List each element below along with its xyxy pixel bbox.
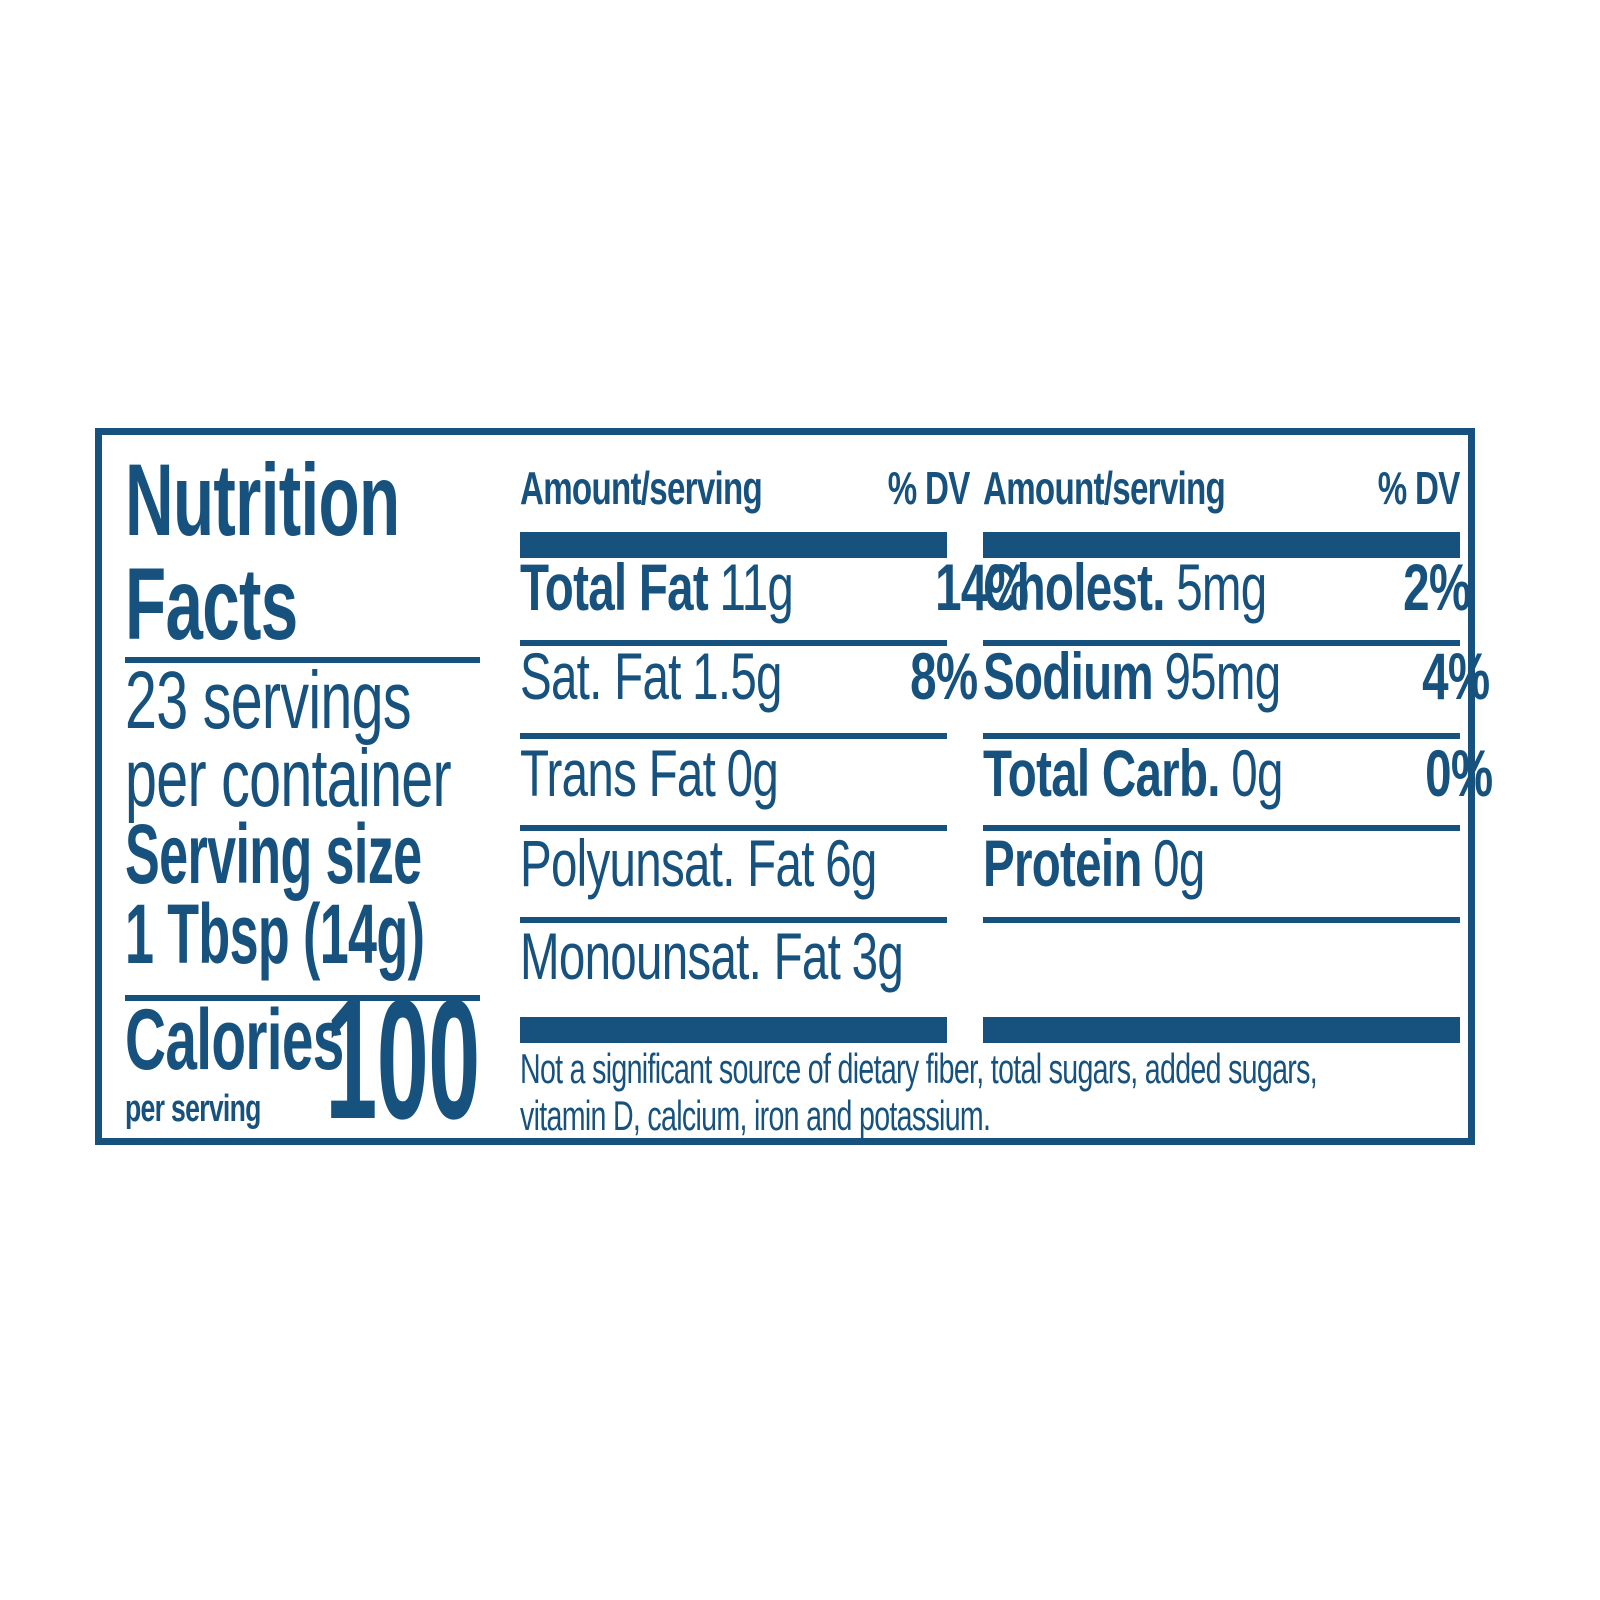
nutrient-column-fats: Amount/serving % DV Total Fat 11g 14% Sat… (520, 435, 1029, 1138)
nutrient-row-total-fat: Total Fat 11g 14% (520, 550, 1029, 624)
nutrient-value: 0g (1153, 826, 1205, 900)
label-title-line2: Facts (125, 547, 298, 661)
calories-value: 100 (325, 965, 481, 1155)
calories-label: Calories (125, 992, 344, 1088)
nutrition-facts-label: Nutrition Facts 23 servings per containe… (95, 428, 1493, 1155)
header-bar (983, 532, 1460, 558)
column-header: Amount/serving % DV (520, 462, 970, 514)
nutrient-row-cholesterol: Cholest. 5mg 2% (983, 550, 1471, 624)
nutrient-name: Cholest. (983, 550, 1165, 624)
footer-bar (520, 1017, 947, 1043)
row-rule (983, 640, 1460, 646)
nutrient-dv: 4% (1422, 639, 1490, 713)
footer-bar (983, 1017, 1460, 1043)
servings-line2: per container (125, 733, 452, 824)
nutrient-name: Total Fat (520, 550, 709, 624)
serving-size: Serving size 1 Tbsp (14g) (125, 807, 480, 981)
nutrient-row-trans-fat: Trans Fat 0g (520, 736, 947, 810)
nutrient-name: Polyunsat. Fat (520, 826, 814, 900)
column-header-dv: % DV (887, 462, 971, 514)
nutrient-value: 5mg (1176, 550, 1267, 624)
calories-divider-rule (125, 995, 480, 1001)
nutrient-dv: 2% (1402, 550, 1471, 624)
nutrient-value: 1.5g (692, 639, 782, 713)
row-rule (520, 640, 947, 646)
nutrient-row-sat-fat: Sat. Fat 1.5g 8% (520, 639, 978, 713)
row-rule (983, 917, 1460, 923)
column-header-amount: Amount/serving (983, 462, 1226, 514)
title-divider-rule (125, 657, 480, 663)
nutrient-row-sodium: Sodium 95mg 4% (983, 639, 1490, 713)
servings-per-container: 23 servings per container (125, 655, 480, 824)
footnote-line1: Not a significant source of dietary fibe… (520, 1045, 1318, 1092)
row-rule (520, 917, 947, 923)
nutrient-row-total-carb: Total Carb. 0g 0% (983, 736, 1493, 810)
nutrient-value: 6g (825, 826, 877, 900)
column-header: Amount/serving % DV (983, 462, 1461, 514)
nutrient-column-other: Amount/serving % DV Cholest. 5mg 2% Sodiu… (983, 435, 1493, 1138)
footnote: Not a significant source of dietary fibe… (520, 1045, 1464, 1139)
servings-line1: 23 servings (125, 655, 412, 746)
serving-size-label: Serving size (125, 807, 422, 901)
footnote-line2: vitamin D, calcium, iron and potassium. (520, 1092, 991, 1139)
nutrient-name: Trans Fat (520, 736, 716, 810)
nutrient-value: 0g (726, 736, 779, 810)
nutrient-value: 11g (719, 550, 794, 624)
nutrient-value: 3g (851, 919, 904, 993)
column-header-dv: % DV (1378, 462, 1461, 514)
calories-sublabel: per serving (125, 1088, 261, 1130)
nutrient-value: 95mg (1164, 639, 1281, 713)
label-title-line1: Nutrition (125, 443, 400, 557)
nutrient-dv: 14% (935, 550, 1029, 624)
header-bar (520, 532, 947, 558)
nutrient-dv: 8% (909, 639, 978, 713)
nutrient-name: Protein (983, 826, 1142, 900)
nutrient-dv: 0% (1425, 736, 1493, 810)
nutrient-name: Monounsat. Fat (520, 919, 841, 993)
nutrient-value: 0g (1231, 736, 1283, 810)
row-rule (983, 825, 1460, 831)
nutrient-row-monounsat-fat: Monounsat. Fat 3g (520, 919, 947, 993)
nutrient-row-protein: Protein 0g (983, 826, 1460, 900)
nutrient-name: Sat. Fat (520, 639, 681, 713)
serving-size-value: 1 Tbsp (14g) (125, 887, 425, 981)
column-header-amount: Amount/serving (520, 462, 763, 514)
nutrient-name: Sodium (983, 639, 1154, 713)
label-title: Nutrition Facts (125, 448, 480, 656)
row-rule (520, 733, 947, 739)
row-rule (520, 825, 947, 831)
row-rule (983, 733, 1460, 739)
nutrient-row-polyunsat-fat: Polyunsat. Fat 6g (520, 826, 947, 900)
nutrient-name: Total Carb. (983, 736, 1220, 810)
